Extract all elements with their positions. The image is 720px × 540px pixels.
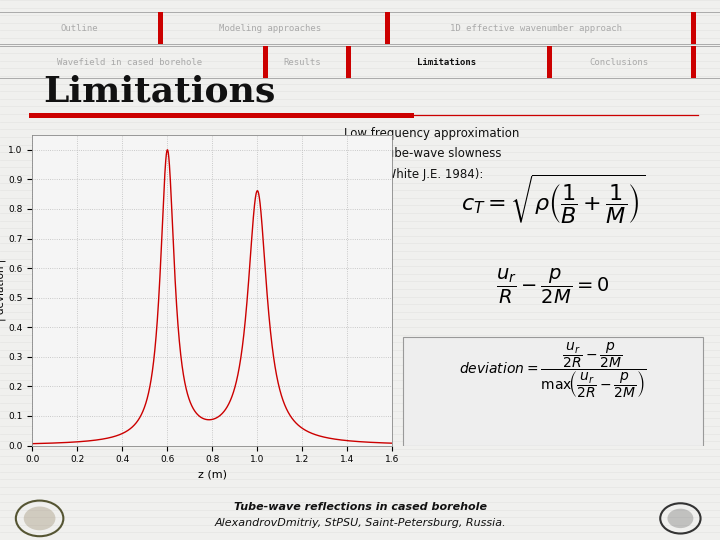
Bar (29, 113, 414, 118)
Text: Wavefield in cased borehole: Wavefield in cased borehole (57, 58, 202, 66)
Bar (263, 46, 268, 78)
Text: Outline: Outline (60, 24, 98, 32)
Bar (385, 12, 390, 44)
Text: for tube-wave slowness: for tube-wave slowness (362, 147, 502, 160)
Bar (691, 12, 696, 44)
Text: Low frequency approximation: Low frequency approximation (344, 127, 520, 140)
Bar (346, 46, 351, 78)
Text: Limitations: Limitations (417, 58, 476, 66)
Text: Modeling approaches: Modeling approaches (219, 24, 321, 32)
Bar (402, 337, 703, 445)
Text: $\dfrac{u_r}{R} - \dfrac{p}{2M} = 0$: $\dfrac{u_r}{R} - \dfrac{p}{2M} = 0$ (496, 267, 609, 306)
Text: $deviation = \dfrac{\dfrac{u_r}{2R} - \dfrac{p}{2M}}{\max\!\left(\dfrac{u_r}{2R}: $deviation = \dfrac{\dfrac{u_r}{2R} - \d… (459, 340, 647, 400)
Text: AlexandrovDmitriy, StPSU, Saint-Petersburg, Russia.: AlexandrovDmitriy, StPSU, Saint-Petersbu… (214, 518, 506, 528)
Text: 1D effective wavenumber approach: 1D effective wavenumber approach (451, 24, 622, 32)
Text: $c_T = \sqrt{\rho\left(\dfrac{1}{B}+\dfrac{1}{M}\right)}$: $c_T = \sqrt{\rho\left(\dfrac{1}{B}+\dfr… (461, 172, 644, 226)
Text: Conclusions: Conclusions (590, 58, 649, 66)
Text: Tube-wave reflections in cased borehole: Tube-wave reflections in cased borehole (233, 502, 487, 512)
Bar (547, 46, 552, 78)
Circle shape (24, 507, 55, 530)
Text: Results: Results (284, 58, 321, 66)
Text: Limitations: Limitations (43, 74, 276, 108)
Text: (White J.E. 1984):: (White J.E. 1984): (380, 168, 484, 181)
Bar (691, 46, 696, 78)
Y-axis label: | deviation |: | deviation | (0, 259, 6, 321)
Circle shape (667, 509, 693, 528)
X-axis label: z (m): z (m) (198, 470, 227, 480)
Bar (158, 12, 163, 44)
